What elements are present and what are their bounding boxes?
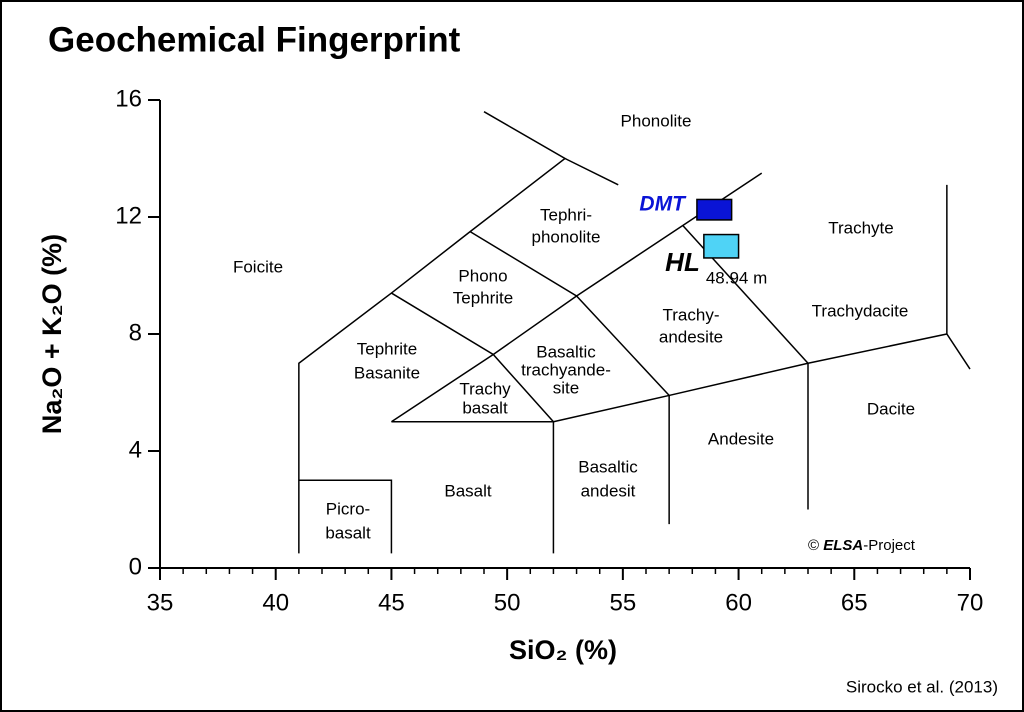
sample-box: [696, 198, 733, 221]
field-label: trachyande-: [521, 360, 611, 379]
x-tick-label: 65: [841, 589, 868, 616]
sample-box: [703, 233, 740, 259]
y-axis-label: Na₂O + K₂O (%): [37, 234, 67, 434]
field-label: andesite: [659, 327, 723, 346]
y-tick-label: 8: [129, 319, 142, 346]
field-label: Tephri-: [540, 205, 592, 224]
y-tick-label: 12: [115, 202, 142, 229]
chart-title: Geochemical Fingerprint: [48, 20, 461, 59]
source: Sirocko et al. (2013): [846, 677, 998, 696]
field-label: phonolite: [531, 227, 600, 246]
field-label: Phono: [458, 266, 507, 285]
field-label: Basanite: [354, 363, 420, 382]
y-tick-label: 16: [115, 85, 142, 112]
field-label: Foicite: [233, 257, 283, 276]
field-label: Phonolite: [621, 111, 692, 130]
field-label: Dacite: [867, 399, 915, 418]
field-label: Basaltic: [536, 342, 596, 361]
field-boundary: [298, 479, 393, 554]
sample-label: HL: [665, 247, 700, 277]
field-label: Trachydacite: [812, 301, 909, 320]
field-label: Trachy: [459, 379, 511, 398]
field-label: Tephrite: [453, 288, 513, 307]
field-boundary: [391, 292, 554, 423]
sample-note: 48.94 m: [706, 268, 767, 287]
x-tick-label: 35: [147, 589, 174, 616]
sample-label: DMT: [639, 193, 687, 216]
field-label: andesit: [581, 481, 636, 500]
field-label: Basaltic: [578, 457, 638, 476]
field-label: Trachy-: [663, 305, 720, 324]
field-label: Andesite: [708, 429, 774, 448]
field-label: site: [553, 378, 579, 397]
copyright-part: -Project: [863, 537, 916, 554]
field-label: Tephrite: [357, 339, 417, 358]
x-tick-label: 55: [610, 589, 637, 616]
y-tick-label: 0: [129, 553, 142, 580]
field-label: Picro-: [326, 499, 370, 518]
field-boundary: [564, 157, 619, 186]
copyright: © ELSA-Project: [808, 537, 916, 554]
x-axis-label: SiO₂ (%): [509, 635, 617, 665]
y-tick-label: 4: [129, 436, 142, 463]
x-tick-label: 60: [725, 589, 752, 616]
copyright-part: ELSA: [823, 537, 863, 554]
field-boundary: [391, 172, 763, 423]
x-tick-label: 70: [957, 589, 984, 616]
field-label: Trachyte: [828, 218, 894, 237]
x-tick-label: 40: [262, 589, 289, 616]
field-boundary: [469, 230, 670, 396]
field-label: basalt: [462, 398, 508, 417]
copyright-part: ©: [808, 537, 823, 554]
x-tick-label: 50: [494, 589, 521, 616]
field-label: basalt: [325, 523, 371, 542]
field-label: Basalt: [444, 481, 492, 500]
x-tick-label: 45: [378, 589, 405, 616]
field-boundary: [298, 111, 567, 554]
